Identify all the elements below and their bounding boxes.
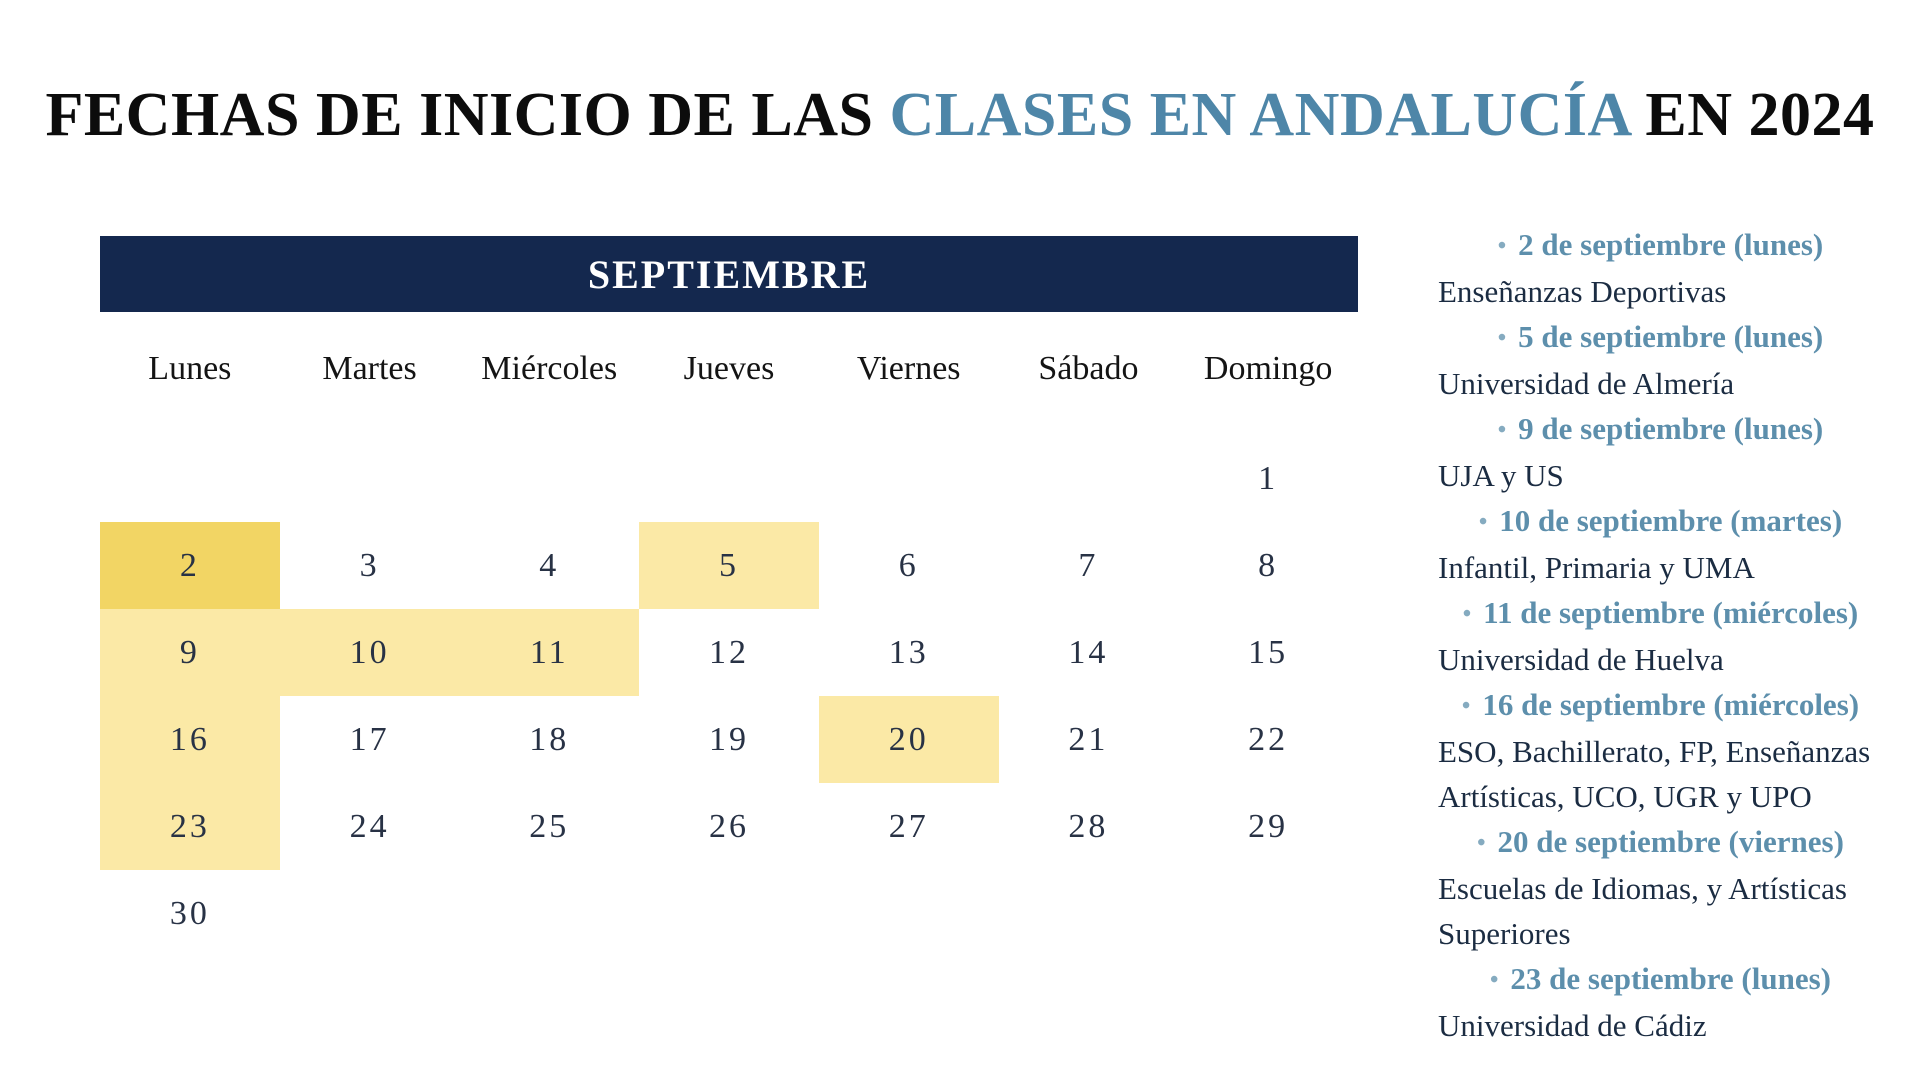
day-cell-4: 4 (539, 546, 560, 584)
event-date: • 16 de septiembre (miércoles) (1408, 682, 1913, 729)
event-date-label: 20 de septiembre (viernes) (1497, 824, 1844, 859)
event-item: • 10 de septiembre (martes) Infantil, Prim… (1408, 498, 1913, 590)
day-cell-17: 17 (349, 720, 390, 758)
event-item: • 9 de septiembre (lunes) UJA y US (1408, 406, 1913, 498)
bullet-icon: • (1462, 601, 1472, 627)
day-cell-18: 18 (529, 720, 570, 758)
day-cell-9: 9 (100, 609, 280, 696)
event-date: • 2 de septiembre (lunes) (1408, 222, 1913, 269)
day-cell-empty (999, 435, 1179, 522)
day-cell-empty (1178, 870, 1358, 957)
weekday-label-miércoles: Miércoles (481, 350, 618, 387)
day-cell-empty (280, 870, 460, 957)
day-cell-22: 22 (1248, 720, 1289, 758)
event-detail: ESO, Bachillerato, FP, Enseñanzas Artíst… (1438, 734, 1871, 814)
bullet-icon: • (1478, 509, 1488, 535)
event-date-label: 11 de septiembre (miércoles) (1483, 595, 1859, 630)
event-detail: Universidad de Cádiz (1438, 1008, 1707, 1043)
event-date: • 23 de septiembre (lunes) (1408, 956, 1913, 1003)
day-cell-empty (819, 435, 999, 522)
day-cell-empty (999, 870, 1179, 957)
weekday-label-jueves: Jueves (683, 350, 775, 387)
event-item: • 16 de septiembre (miércoles) ESO, Bachil… (1408, 682, 1913, 819)
day-cell-16: 16 (100, 696, 280, 783)
bullet-icon: • (1497, 325, 1507, 351)
event-item: • 2 de septiembre (lunes) Enseñanzas Depor… (1408, 222, 1913, 314)
title-suffix: EN 2024 (1629, 81, 1875, 149)
weekday-label-martes: Martes (322, 350, 417, 387)
event-date: • 9 de septiembre (lunes) (1408, 406, 1913, 453)
weekday-row: Lunes Martes Miércoles Jueves Viernes Sábado D… (100, 345, 1358, 393)
month-label: SEPTIEMBRE (587, 251, 871, 297)
day-cell-19: 19 (708, 720, 749, 758)
event-item: • 20 de septiembre (viernes) Escuelas de I… (1408, 819, 1913, 956)
day-cell-empty (100, 435, 280, 522)
event-item: • 5 de septiembre (lunes) Universidad de A… (1408, 314, 1913, 406)
day-cell-12: 12 (708, 633, 749, 671)
day-cell-empty (459, 870, 639, 957)
september-calendar: SEPTIEMBRE Lunes Martes Miércoles Jueves Vie… (100, 236, 1358, 957)
weekday-label-sábado: Sábado (1038, 350, 1139, 387)
event-detail: Universidad de Huelva (1438, 642, 1724, 677)
day-cell-7: 7 (1078, 546, 1099, 584)
day-cell-empty (819, 870, 999, 957)
day-cell-20: 20 (818, 696, 999, 783)
day-cell-28: 28 (1068, 807, 1109, 845)
event-detail: Infantil, Primaria y UMA (1438, 550, 1755, 585)
day-cell-23: 23 (100, 783, 280, 870)
day-cell-10: 10 (279, 609, 460, 696)
event-detail: UJA y US (1438, 458, 1564, 493)
event-date: • 5 de septiembre (lunes) (1408, 314, 1913, 361)
day-cell-1: 1 (1258, 459, 1279, 497)
event-detail: Escuelas de Idiomas, y Artísticas Superi… (1438, 871, 1847, 951)
title-highlight: CLASES EN ANDALUCÍA (889, 81, 1630, 149)
day-cell-empty (639, 435, 819, 522)
weekday-label-lunes: Lunes (148, 350, 232, 387)
event-date-label: 9 de septiembre (lunes) (1518, 411, 1824, 446)
day-cell-6: 6 (898, 546, 919, 584)
event-date-label: 23 de septiembre (lunes) (1510, 961, 1831, 996)
day-cell-15: 15 (1248, 633, 1289, 671)
bullet-icon: • (1461, 693, 1471, 719)
day-cell-11: 11 (459, 609, 640, 696)
weekday-label-viernes: Viernes (856, 350, 961, 387)
day-cell-5: 5 (639, 522, 819, 609)
bullet-icon: • (1489, 967, 1499, 993)
month-header-band: SEPTIEMBRE (100, 236, 1358, 312)
day-cell-13: 13 (888, 633, 929, 671)
event-date-label: 2 de septiembre (lunes) (1518, 227, 1824, 262)
events-list: • 2 de septiembre (lunes) Enseñanzas Depor… (1408, 222, 1913, 1048)
day-cell-27: 27 (888, 807, 929, 845)
event-item: • 23 de septiembre (lunes) Universidad de … (1408, 956, 1913, 1048)
day-cell-24: 24 (349, 807, 390, 845)
day-cell-14: 14 (1068, 633, 1109, 671)
day-cell-26: 26 (708, 807, 749, 845)
event-detail: Enseñanzas Deportivas (1438, 274, 1727, 309)
day-cell-25: 25 (529, 807, 570, 845)
day-cell-30: 30 (169, 894, 210, 932)
day-cell-21: 21 (1068, 720, 1109, 758)
calendar-grid: 1 2 3 4 5 6 7 8 9 10 11 12 13 14 15 16 17 18 19 20 21 22 23 24 2… (100, 435, 1358, 957)
day-cell-empty (459, 435, 639, 522)
event-item: • 11 de septiembre (miércoles) Universidad… (1408, 590, 1913, 682)
weekday-label-domingo: Domingo (1203, 350, 1333, 387)
day-cell-8: 8 (1258, 546, 1279, 584)
event-date: • 11 de septiembre (miércoles) (1408, 590, 1913, 637)
day-cell-3: 3 (359, 546, 380, 584)
event-date-label: 10 de septiembre (martes) (1499, 503, 1843, 538)
day-cell-2: 2 (100, 522, 280, 609)
day-cell-29: 29 (1248, 807, 1289, 845)
day-cell-empty (280, 435, 460, 522)
event-date: • 10 de septiembre (martes) (1408, 498, 1913, 545)
bullet-icon: • (1497, 233, 1507, 259)
day-cell-empty (639, 870, 819, 957)
event-date-label: 16 de septiembre (miércoles) (1482, 687, 1860, 722)
event-date-label: 5 de septiembre (lunes) (1518, 319, 1824, 354)
event-date: • 20 de septiembre (viernes) (1408, 819, 1913, 866)
event-detail: Universidad de Almería (1438, 366, 1735, 401)
bullet-icon: • (1497, 417, 1507, 443)
title-prefix: FECHAS DE INICIO DE LAS (45, 81, 890, 149)
page-title: FECHAS DE INICIO DE LAS CLASES EN ANDALU… (0, 80, 1920, 151)
bullet-icon: • (1477, 830, 1486, 856)
